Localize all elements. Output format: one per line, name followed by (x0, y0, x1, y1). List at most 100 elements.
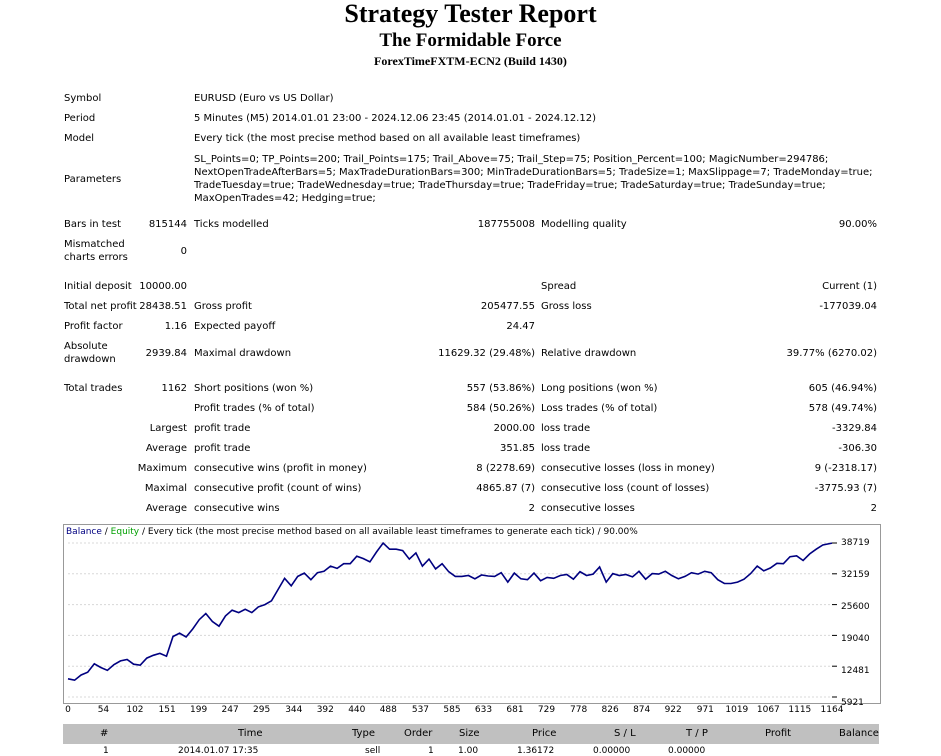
spread-value: Current (1) (822, 281, 877, 292)
y-tick-label: 19040 (841, 634, 870, 644)
largest-loss-value: -3329.84 (832, 423, 877, 434)
max-cons-wins-value: 8 (2278.69) (476, 463, 535, 474)
gross-loss-label: Gross loss (541, 301, 592, 312)
row-cell-type: sell (365, 746, 381, 756)
maximal-cons-loss-label: consecutive loss (count of losses) (541, 483, 710, 494)
col-header-tp[interactable]: T / P (686, 728, 708, 739)
x-tick-label: 971 (696, 705, 714, 715)
maximal-cons-profit-value: 4865.87 (7) (476, 483, 535, 494)
row-cell-number: 1 (103, 746, 109, 756)
legend-sep: / (101, 527, 111, 537)
parameters-label: Parameters (64, 174, 122, 185)
loss-trades-value: 578 (49.74%) (808, 403, 877, 414)
col-header-order[interactable]: Order (404, 728, 433, 739)
avg-profit-label: profit trade (194, 443, 251, 454)
total-trades-label: Total trades (64, 383, 123, 394)
trades-table-header (63, 724, 879, 744)
symbol-label: Symbol (64, 93, 102, 104)
y-tick-label: 38719 (841, 538, 870, 548)
deposit-label: Initial deposit (64, 281, 132, 292)
deposit-value: 10000.00 (139, 281, 187, 292)
mismatch-label-1: Mismatched (64, 239, 125, 250)
x-tick-label: 151 (158, 705, 176, 715)
col-header-type[interactable]: Type (352, 728, 375, 739)
parameters-value: SL_Points=0; TP_Points=200; Trail_Points… (194, 154, 873, 204)
gross-profit-label: Gross profit (194, 301, 252, 312)
avg-loss-label: loss trade (541, 443, 591, 454)
maximum-label: Maximum (137, 463, 187, 474)
x-tick-label: 1115 (788, 705, 812, 715)
profit-factor-value: 1.16 (164, 321, 187, 332)
abs-drawdown-label-2: drawdown (64, 354, 116, 365)
symbol-value: EURUSD (Euro vs US Dollar) (194, 93, 334, 104)
largest-loss-label: loss trade (541, 423, 591, 434)
x-tick-label: 729 (537, 705, 556, 715)
long-positions-value: 605 (46.94%) (808, 383, 877, 394)
avg-cons-losses-label: consecutive losses (541, 503, 635, 514)
spread-label: Spread (541, 281, 577, 292)
x-tick-label: 681 (506, 705, 524, 715)
max-cons-losses-value: 9 (-2318.17) (814, 463, 877, 474)
rel-drawdown-label: Relative drawdown (541, 348, 637, 359)
x-tick-label: 392 (316, 705, 334, 715)
col-header-number[interactable]: # (100, 728, 109, 739)
max-drawdown-value: 11629.32 (29.48%) (438, 348, 535, 359)
report-title: Strategy Tester Report (344, 0, 597, 28)
maximal-label: Maximal (144, 483, 187, 494)
y-tick-label: 12481 (841, 666, 870, 676)
expected-payoff-value: 24.47 (506, 321, 535, 332)
net-profit-label: Total net profit (64, 301, 137, 312)
ticks-label: Ticks modelled (194, 219, 269, 230)
col-header-balance[interactable]: Balance (839, 728, 879, 739)
y-tick-label: 25600 (841, 602, 870, 612)
max-cons-losses-label: consecutive losses (loss in money) (541, 463, 715, 474)
period-value: 5 Minutes (M5) 2014.01.01 23:00 - 2024.1… (194, 113, 596, 124)
x-tick-label: 1067 (756, 705, 780, 715)
x-tick-label: 1164 (820, 705, 844, 715)
mismatch-label-2: charts errors (64, 252, 128, 263)
model-value: Every tick (the most precise method base… (194, 133, 581, 144)
model-label: Model (64, 133, 95, 144)
col-header-sl[interactable]: S / L (614, 728, 636, 739)
col-header-price[interactable]: Price (532, 728, 557, 739)
total-trades-value: 1162 (161, 383, 187, 394)
col-header-profit[interactable]: Profit (765, 728, 792, 739)
short-positions-value: 557 (53.86%) (466, 383, 535, 394)
x-tick-label: 440 (348, 705, 366, 715)
quality-value: 90.00% (838, 219, 877, 230)
row-cell-tp: 0.00000 (668, 746, 706, 756)
x-tick-label: 488 (379, 705, 397, 715)
bars-label: Bars in test (64, 219, 121, 230)
balance-chart-svg (67, 541, 837, 698)
avg-cons-losses-value: 2 (870, 503, 877, 514)
period-label: Period (64, 113, 96, 124)
expected-payoff-label: Expected payoff (194, 321, 276, 332)
x-tick-label: 199 (190, 705, 208, 715)
ticks-value: 187755008 (477, 219, 535, 230)
x-tick-label: 874 (633, 705, 651, 715)
y-tick-label: 32159 (841, 570, 870, 580)
short-positions-label: Short positions (won %) (194, 383, 314, 394)
average2-label: Average (145, 503, 187, 514)
gross-loss-value: -177039.04 (819, 301, 877, 312)
legend-description: / Every tick (the most precise method ba… (139, 527, 638, 537)
expert-name: The Formidable Force (379, 30, 562, 51)
legend-balance: Balance (66, 527, 102, 537)
col-header-time[interactable]: Time (238, 728, 263, 739)
average-label: Average (145, 443, 187, 454)
y-tick-label: 5921 (841, 698, 864, 708)
largest-profit-value: 2000.00 (493, 423, 535, 434)
avg-loss-value: -306.30 (838, 443, 877, 454)
profit-factor-label: Profit factor (64, 321, 123, 332)
abs-drawdown-label-1: Absolute (64, 341, 108, 352)
server-info: ForexTimeFXTM-ECN2 (Build 1430) (374, 54, 567, 68)
x-tick-label: 778 (570, 705, 588, 715)
col-header-size[interactable]: Size (459, 728, 480, 739)
avg-cons-wins-value: 2 (528, 503, 535, 514)
row-cell-size: 1.00 (458, 746, 479, 756)
x-tick-label: 54 (97, 705, 110, 715)
largest-label: Largest (149, 423, 187, 434)
net-profit-value: 28438.51 (139, 301, 187, 312)
x-tick-label: 0 (65, 705, 71, 715)
quality-label: Modelling quality (541, 219, 627, 230)
